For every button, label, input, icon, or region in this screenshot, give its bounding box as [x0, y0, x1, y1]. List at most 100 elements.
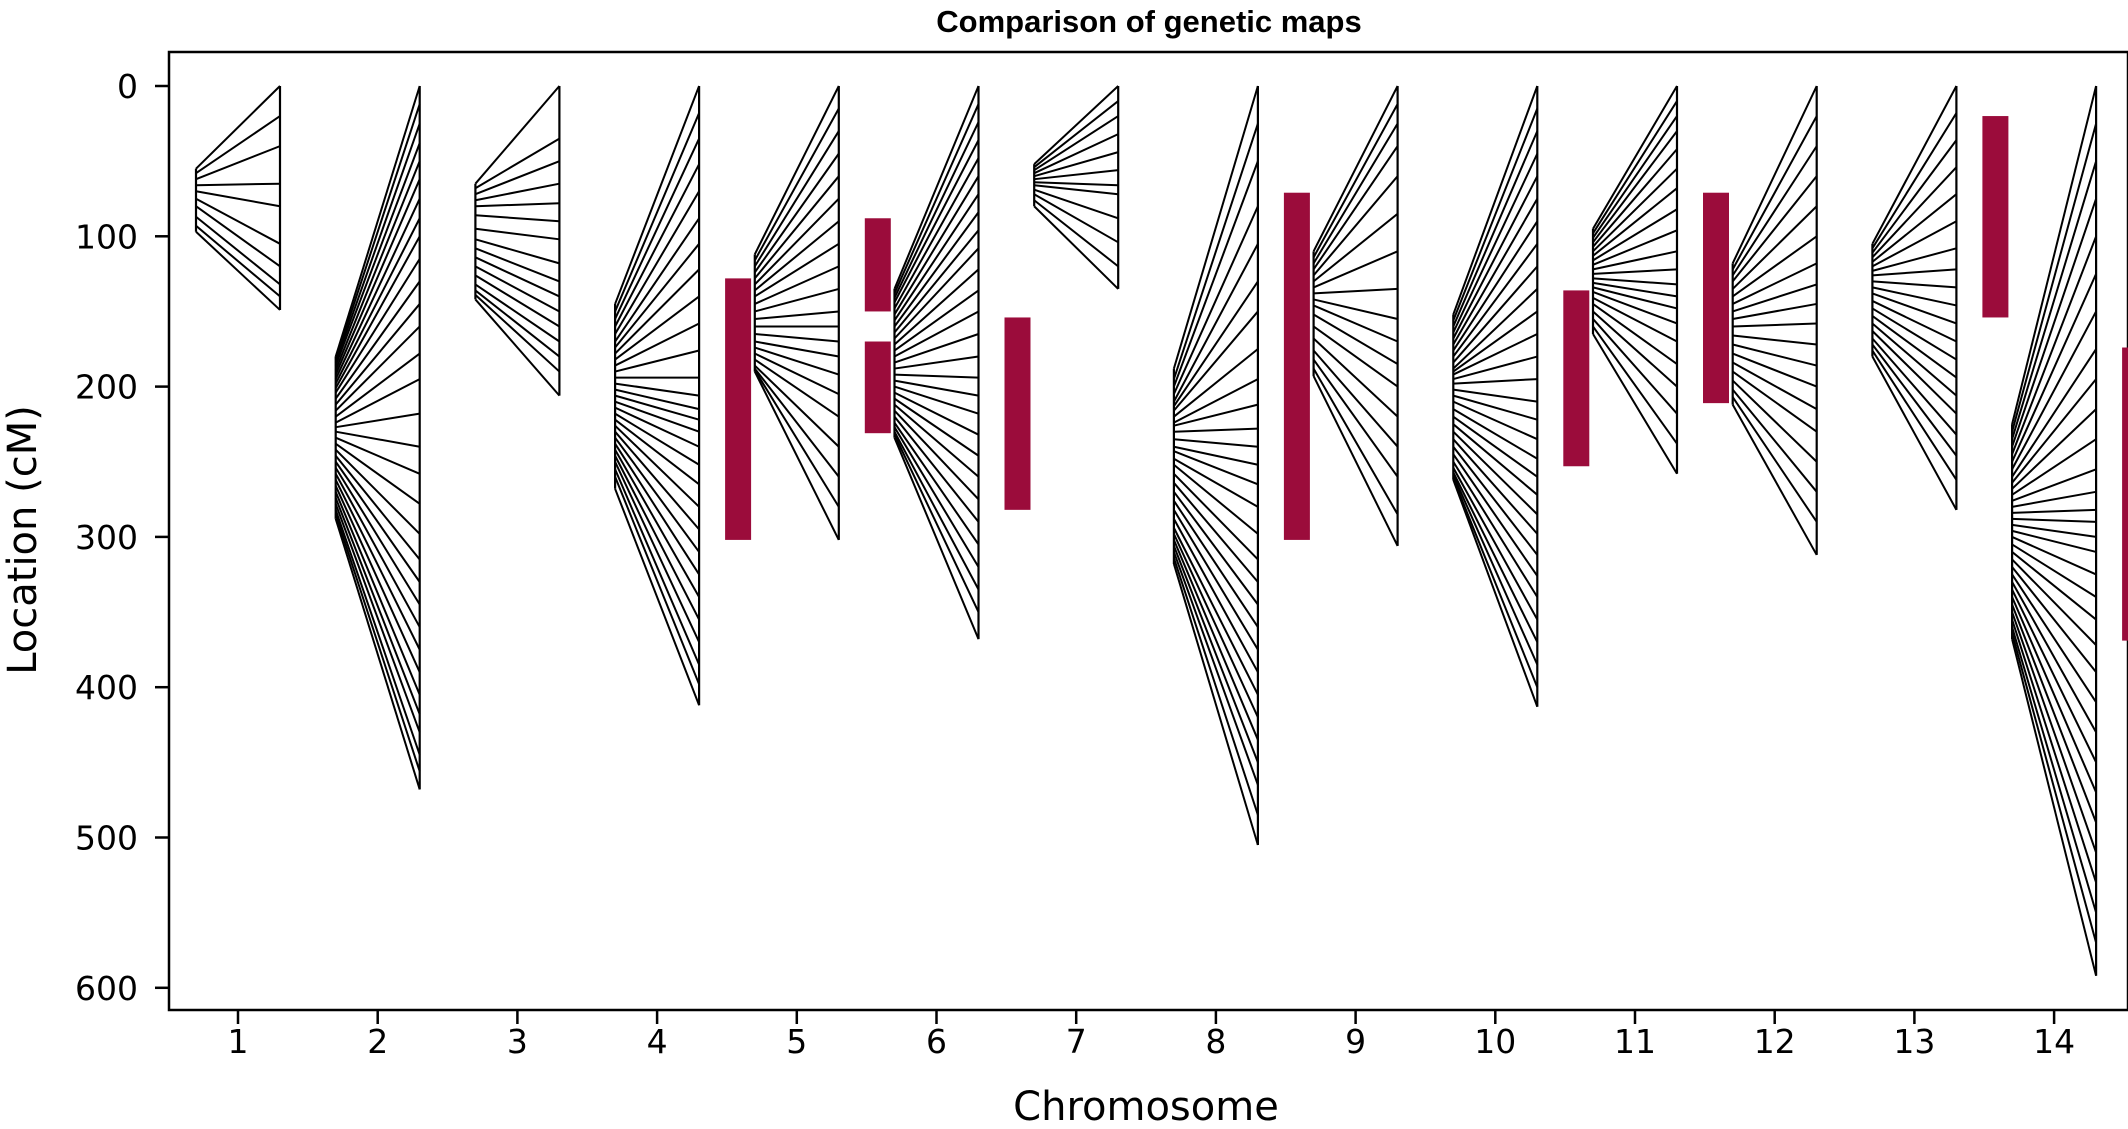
marker-link — [1312, 145, 1399, 270]
marker-link — [614, 461, 701, 643]
chromosome-5-links — [753, 85, 840, 541]
marker-link — [475, 214, 560, 223]
marker-link — [1034, 184, 1119, 196]
marker-link — [334, 491, 421, 696]
marker-link — [614, 443, 700, 576]
marker-link — [893, 416, 980, 523]
marker-link — [2012, 517, 2097, 523]
marker-link — [754, 198, 840, 286]
marker-link — [1452, 85, 1539, 315]
marker-link — [1452, 471, 1539, 643]
marker-link — [1452, 243, 1539, 358]
marker-link — [475, 238, 560, 265]
chromosome-9-links — [1312, 85, 1399, 547]
marker-link — [2011, 551, 2097, 621]
marker-link — [1173, 445, 1259, 466]
marker-link — [195, 145, 281, 181]
marker-link — [1452, 198, 1539, 346]
marker-link — [2011, 611, 2098, 853]
marker-link — [2011, 573, 2097, 703]
marker-link — [334, 217, 421, 385]
x-tick-label: 7 — [1066, 1022, 1087, 1061]
highlight-bars — [725, 116, 2128, 641]
marker-link — [1173, 473, 1259, 561]
marker-link — [1871, 193, 1958, 263]
marker-link — [1452, 438, 1539, 535]
marker-link — [893, 103, 980, 294]
marker-link — [1173, 378, 1259, 424]
marker-link — [1731, 145, 1818, 276]
marker-link — [195, 190, 281, 208]
marker-link — [475, 247, 560, 283]
marker-link — [754, 352, 840, 396]
y-tick-label: 500 — [75, 819, 138, 858]
marker-link — [1592, 277, 1678, 286]
marker-link — [754, 310, 839, 320]
chromosome-13-links — [1871, 85, 1958, 511]
marker-link — [1592, 208, 1678, 262]
marker-link — [754, 367, 840, 478]
marker-link — [1173, 280, 1259, 407]
marker-link — [893, 397, 980, 457]
y-axis: 0 100 200 300 400 500 600 — [75, 67, 169, 1008]
marker-link — [1173, 482, 1259, 583]
marker-link — [474, 265, 560, 313]
marker-link — [893, 437, 980, 640]
marker-link — [474, 274, 560, 328]
marker-link — [1731, 175, 1818, 283]
marker-link — [1312, 212, 1399, 283]
marker-link — [614, 431, 700, 531]
marker-link — [1452, 288, 1538, 370]
marker-link — [1871, 166, 1958, 259]
marker-link — [1592, 167, 1678, 253]
marker-link — [474, 256, 560, 298]
marker-link — [1033, 115, 1119, 172]
marker-link — [2011, 160, 2098, 440]
marker-link — [2011, 535, 2097, 576]
x-tick-label: 4 — [647, 1022, 668, 1061]
marker-link — [334, 467, 421, 606]
marker-link — [1592, 115, 1678, 239]
marker-link — [475, 202, 560, 208]
marker-link — [1033, 205, 1119, 290]
marker-link — [1452, 310, 1538, 373]
marker-link — [2011, 235, 2098, 455]
marker-link — [475, 160, 560, 196]
qtl-bar-chr-11 — [1703, 192, 1729, 404]
marker-link — [1592, 85, 1678, 230]
marker-link — [1871, 300, 1957, 343]
marker-link — [1871, 139, 1958, 254]
marker-link — [1731, 205, 1818, 290]
marker-link — [195, 205, 281, 268]
marker-link — [2011, 408, 2097, 490]
x-axis-label: Chromosome — [1013, 1084, 1279, 1129]
marker-link — [1871, 356, 1958, 511]
marker-link — [2011, 523, 2097, 538]
marker-link — [614, 424, 700, 508]
marker-link — [1172, 160, 1259, 387]
marker-link — [1872, 286, 1957, 307]
marker-link — [2011, 589, 2097, 763]
marker-link — [614, 388, 700, 411]
x-tick-label: 1 — [228, 1022, 249, 1061]
marker-link — [1871, 337, 1958, 436]
marker-link — [754, 358, 840, 418]
marker-link — [614, 437, 700, 553]
chromosome-4-links — [613, 85, 701, 706]
x-tick-label: 12 — [1754, 1022, 1796, 1061]
marker-link — [1453, 394, 1538, 421]
marker-link — [2011, 310, 2097, 470]
marker-link — [1172, 557, 1259, 816]
marker-link — [474, 289, 561, 358]
marker-link — [195, 197, 281, 245]
marker-link — [1731, 396, 1818, 523]
x-tick-label: 2 — [367, 1022, 388, 1061]
marker-link — [894, 333, 979, 364]
marker-link — [1592, 297, 1678, 343]
marker-link — [334, 485, 421, 673]
marker-link — [753, 369, 840, 508]
marker-link — [614, 112, 701, 312]
marker-link — [1871, 85, 1958, 245]
qtl-bar-chr-6 — [1004, 317, 1031, 510]
marker-link — [614, 85, 701, 305]
